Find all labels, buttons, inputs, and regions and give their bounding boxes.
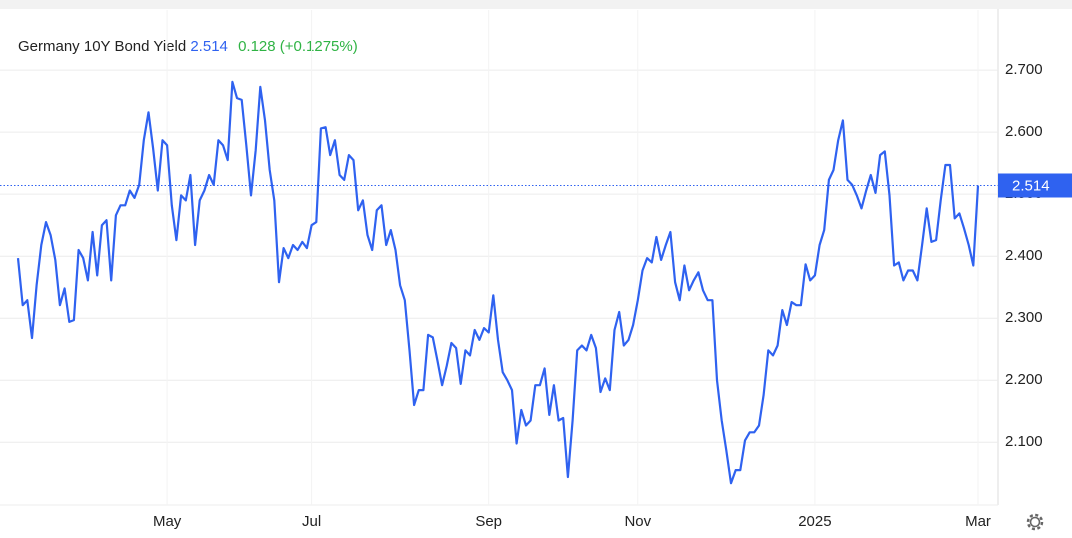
change: 0.128 (+0.1275%): [238, 38, 358, 55]
x-tick-label: May: [153, 513, 182, 530]
last-value-label: 2.514: [1012, 177, 1050, 194]
y-tick-label: 2.200: [1005, 371, 1043, 388]
y-tick-label: 2.600: [1005, 123, 1043, 140]
current-value: 2.514: [190, 38, 228, 55]
x-tick-label: Sep: [475, 513, 502, 530]
title-text: Germany 10Y Bond Yield: [18, 38, 186, 55]
x-tick-label: Jul: [302, 513, 321, 530]
y-tick-label: 2.100: [1005, 433, 1043, 450]
y-tick-label: 2.400: [1005, 247, 1043, 264]
top-band: [0, 0, 1072, 9]
settings-icon[interactable]: [1026, 513, 1044, 531]
chart-title: Germany 10Y Bond Yield 2.514 0.128 (+0.1…: [18, 38, 358, 55]
x-tick-label: Nov: [624, 513, 651, 530]
y-tick-label: 2.300: [1005, 309, 1043, 326]
x-tick-label: Mar: [965, 513, 991, 530]
x-tick-label: 2025: [798, 513, 831, 530]
y-tick-label: 2.700: [1005, 61, 1043, 78]
last-value-box: [998, 173, 1072, 198]
line: [16, 80, 980, 485]
